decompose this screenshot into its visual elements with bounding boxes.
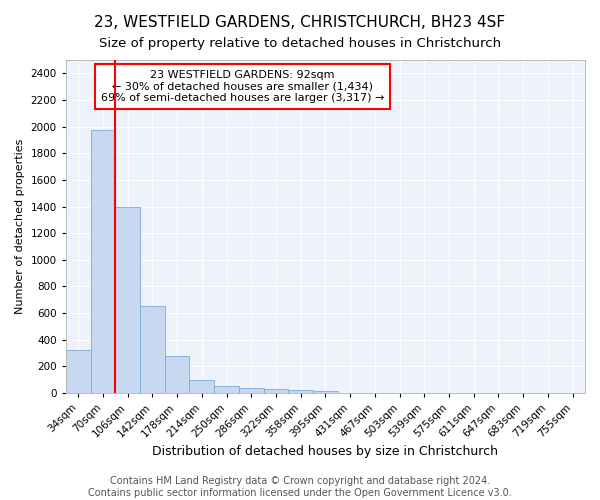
Bar	[115, 206, 140, 393]
Bar	[165, 356, 190, 393]
Bar	[190, 380, 214, 393]
Bar	[263, 389, 289, 393]
Bar	[239, 388, 263, 393]
Bar	[91, 130, 115, 393]
Y-axis label: Number of detached properties: Number of detached properties	[15, 139, 25, 314]
Text: Size of property relative to detached houses in Christchurch: Size of property relative to detached ho…	[99, 38, 501, 51]
Text: Contains HM Land Registry data © Crown copyright and database right 2024.
Contai: Contains HM Land Registry data © Crown c…	[88, 476, 512, 498]
Text: 23 WESTFIELD GARDENS: 92sqm
← 30% of detached houses are smaller (1,434)
69% of : 23 WESTFIELD GARDENS: 92sqm ← 30% of det…	[101, 70, 384, 103]
Bar	[140, 306, 165, 393]
Bar	[66, 350, 91, 393]
Bar	[289, 390, 313, 393]
Text: 23, WESTFIELD GARDENS, CHRISTCHURCH, BH23 4SF: 23, WESTFIELD GARDENS, CHRISTCHURCH, BH2…	[94, 15, 506, 30]
X-axis label: Distribution of detached houses by size in Christchurch: Distribution of detached houses by size …	[152, 444, 499, 458]
Bar	[214, 386, 239, 393]
Bar	[313, 391, 338, 393]
